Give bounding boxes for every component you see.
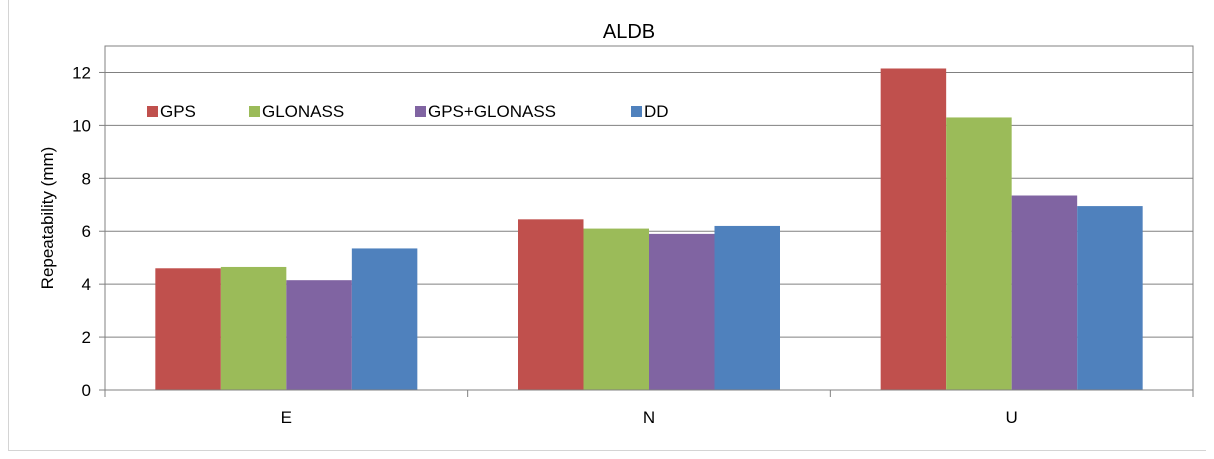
bars [155, 68, 1143, 390]
y-tick-label: 6 [82, 222, 91, 241]
x-tick-label: E [281, 408, 292, 427]
legend-swatch [415, 106, 426, 117]
bar-glonass-e [220, 266, 287, 390]
legend: GPS GLONASS GPS+GLONASS DD [147, 102, 669, 121]
legend-label: GPS [160, 102, 196, 121]
legend-swatch [249, 106, 260, 117]
legend-swatch [631, 106, 642, 117]
y-tick-label: 10 [72, 116, 91, 135]
y-axis-ticks: 0 2 4 6 8 10 12 [72, 63, 105, 400]
bar-gps-e [155, 268, 221, 390]
bar-dd-u [1077, 206, 1143, 390]
legend-label: GLONASS [262, 102, 344, 121]
chart-title: ALDB [603, 21, 655, 43]
y-tick-label: 0 [82, 381, 91, 400]
bar-glonass-u [946, 117, 1012, 390]
axes [104, 45, 1194, 391]
y-tick-label: 4 [82, 275, 91, 294]
bar-gps-n [518, 219, 584, 390]
bar-gps-glonass-e [286, 280, 352, 390]
bar-dd-n [714, 225, 780, 390]
plot-border [104, 45, 1194, 391]
bar-chart: 0 2 4 6 8 10 12 E N U ALDB Repeatability (mm) GP… [38, 21, 1194, 427]
y-axis-label: Repeatability (mm) [38, 147, 57, 290]
legend-label: GPS+GLONASS [428, 102, 556, 121]
legend-swatch [147, 106, 158, 117]
y-tick-label: 2 [82, 328, 91, 347]
chart-figure: 0 2 4 6 8 10 12 E N U ALDB Repeatability (mm) GP… [8, 0, 1206, 451]
bar-gps-glonass-n [649, 233, 715, 390]
x-tick-label: N [643, 408, 655, 427]
x-tick-label: U [1006, 408, 1018, 427]
bar-glonass-n [583, 228, 649, 390]
bar-dd-e [351, 248, 418, 390]
y-tick-label: 12 [72, 63, 91, 82]
legend-label: DD [644, 102, 669, 121]
bar-gps-glonass-u [1011, 195, 1078, 390]
y-tick-label: 8 [82, 169, 91, 188]
bar-gps-u [880, 68, 947, 390]
